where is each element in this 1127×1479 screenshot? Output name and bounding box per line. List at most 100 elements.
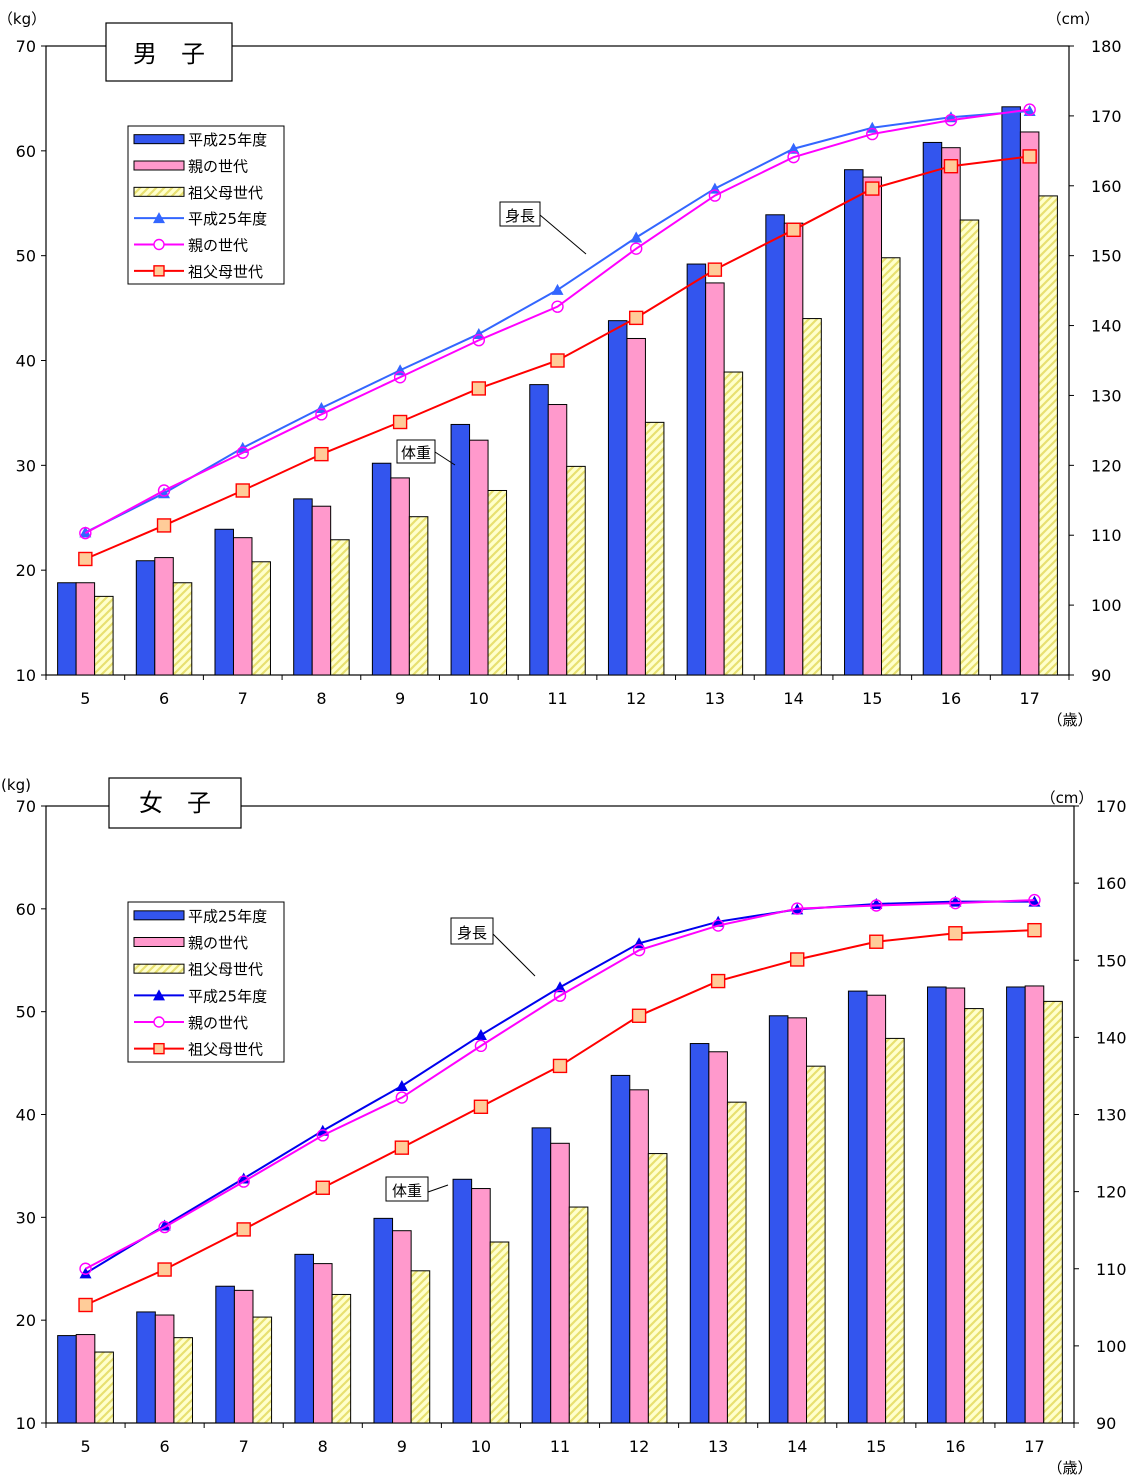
bar-h25 bbox=[610, 1074, 631, 1424]
point-parent bbox=[708, 189, 722, 202]
legend-label: 祖父母世代 bbox=[188, 961, 263, 979]
x-tick-label: 16 bbox=[945, 1437, 965, 1456]
bar-grandparent bbox=[408, 516, 429, 676]
bar-parent bbox=[1019, 131, 1040, 676]
y-left-unit: （kg） bbox=[0, 10, 46, 28]
bar-parent bbox=[941, 147, 961, 676]
legend-marker bbox=[153, 1042, 165, 1055]
legend-marker bbox=[153, 238, 165, 251]
bar-grandparent bbox=[252, 1316, 273, 1424]
chart-title: 女 子 bbox=[139, 789, 211, 817]
x-tick-label: 16 bbox=[941, 689, 961, 708]
y-right-tick-label: 90 bbox=[1091, 666, 1111, 685]
point-h25 bbox=[787, 142, 800, 154]
bar-parent bbox=[705, 282, 725, 676]
weight-callout-box bbox=[385, 1176, 429, 1202]
legend-marker bbox=[153, 1016, 165, 1028]
point-parent bbox=[474, 1039, 488, 1053]
bar-parent bbox=[547, 404, 568, 676]
x-tick-label: 5 bbox=[80, 689, 90, 708]
point-parent bbox=[79, 526, 92, 540]
x-tick-label: 11 bbox=[547, 689, 567, 708]
point-grandparent bbox=[78, 1297, 93, 1313]
x-tick-label: 10 bbox=[471, 1437, 491, 1456]
point-grandparent bbox=[394, 1140, 410, 1155]
legend-label: 親の世代 bbox=[188, 237, 248, 255]
x-tick-label: 13 bbox=[708, 1437, 728, 1456]
x-tick-label: 5 bbox=[80, 1437, 90, 1456]
weight-callout-box bbox=[396, 439, 436, 464]
point-parent bbox=[551, 300, 564, 313]
weight-callout-pointer bbox=[434, 451, 456, 466]
bar-parent bbox=[469, 439, 489, 676]
point-grandparent bbox=[156, 518, 172, 533]
line-height-parent bbox=[85, 899, 1035, 1270]
bar-grandparent bbox=[487, 489, 508, 676]
y-left-tick-label: 60 bbox=[16, 142, 36, 161]
point-h25 bbox=[551, 283, 564, 295]
point-h25 bbox=[79, 1267, 92, 1279]
y-left-unit: (kg) bbox=[1, 776, 31, 794]
point-parent bbox=[870, 899, 883, 912]
bar-grandparent bbox=[723, 371, 744, 676]
y-left-tick-label: 70 bbox=[16, 797, 36, 816]
bar-grandparent bbox=[251, 561, 271, 676]
legend bbox=[127, 125, 285, 285]
y-right-tick-label: 110 bbox=[1091, 526, 1122, 545]
bar-parent bbox=[945, 987, 966, 1424]
point-grandparent bbox=[786, 222, 801, 238]
bar-parent bbox=[232, 537, 253, 676]
x-tick-label: 15 bbox=[866, 1437, 886, 1456]
bar-parent bbox=[550, 1142, 570, 1424]
point-parent bbox=[866, 127, 879, 141]
point-parent bbox=[632, 944, 646, 957]
point-grandparent bbox=[710, 973, 726, 989]
y-right-tick-label: 90 bbox=[1096, 1414, 1116, 1433]
bar-h25 bbox=[293, 498, 313, 676]
bar-parent bbox=[708, 1051, 728, 1424]
weight-callout: 体重 bbox=[401, 444, 431, 462]
y-right-tick-label: 140 bbox=[1091, 317, 1122, 336]
bar-grandparent bbox=[568, 1206, 589, 1424]
x-unit: （歳） bbox=[1047, 1459, 1092, 1477]
y-right-unit: （cm） bbox=[1047, 10, 1100, 28]
x-tick-label: 12 bbox=[626, 689, 646, 708]
point-grandparent bbox=[315, 1180, 330, 1195]
point-parent bbox=[1028, 893, 1041, 907]
bar-parent bbox=[154, 1314, 175, 1424]
legend-marker bbox=[153, 989, 165, 1001]
bar-h25 bbox=[294, 1253, 314, 1424]
weight-callout-pointer bbox=[427, 1184, 449, 1193]
legend-label: 平成25年度 bbox=[188, 131, 267, 149]
y-left-tick-label: 20 bbox=[16, 561, 36, 580]
y-right-tick-label: 150 bbox=[1096, 951, 1127, 970]
point-parent bbox=[629, 242, 643, 255]
point-parent bbox=[787, 150, 800, 164]
x-tick-label: 6 bbox=[159, 689, 169, 708]
bar-grandparent bbox=[881, 257, 901, 676]
point-grandparent bbox=[1027, 922, 1042, 938]
x-tick-label: 14 bbox=[783, 689, 803, 708]
line-height-parent bbox=[84, 108, 1030, 535]
x-tick-label: 12 bbox=[629, 1437, 649, 1456]
bar-grandparent bbox=[173, 1337, 193, 1424]
bar-h25 bbox=[765, 214, 785, 676]
point-parent bbox=[395, 1091, 409, 1104]
bar-parent bbox=[390, 477, 410, 676]
y-left-tick-label: 50 bbox=[16, 247, 36, 266]
point-parent bbox=[236, 446, 249, 459]
point-grandparent bbox=[236, 1222, 251, 1237]
bar-h25 bbox=[57, 582, 77, 676]
x-tick-label: 9 bbox=[397, 1437, 407, 1456]
bar-parent bbox=[311, 505, 332, 676]
point-grandparent bbox=[869, 934, 884, 949]
y-right-tick-label: 160 bbox=[1091, 177, 1122, 196]
height-callout-box bbox=[499, 201, 541, 227]
point-grandparent bbox=[78, 551, 93, 567]
legend-marker bbox=[153, 212, 165, 224]
legend-marker bbox=[153, 265, 165, 277]
x-tick-label: 7 bbox=[238, 689, 248, 708]
y-left-tick-label: 20 bbox=[16, 1311, 36, 1330]
y-left-tick-label: 30 bbox=[16, 456, 36, 475]
x-tick-label: 14 bbox=[787, 1437, 807, 1456]
